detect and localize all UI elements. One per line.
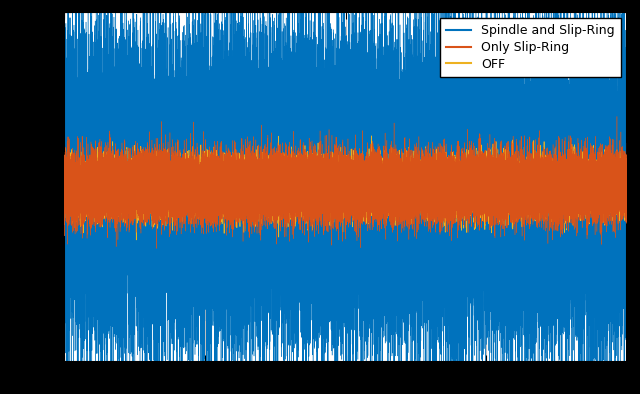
- Legend: Spindle and Slip-Ring, Only Slip-Ring, OFF: Spindle and Slip-Ring, Only Slip-Ring, O…: [440, 18, 621, 77]
